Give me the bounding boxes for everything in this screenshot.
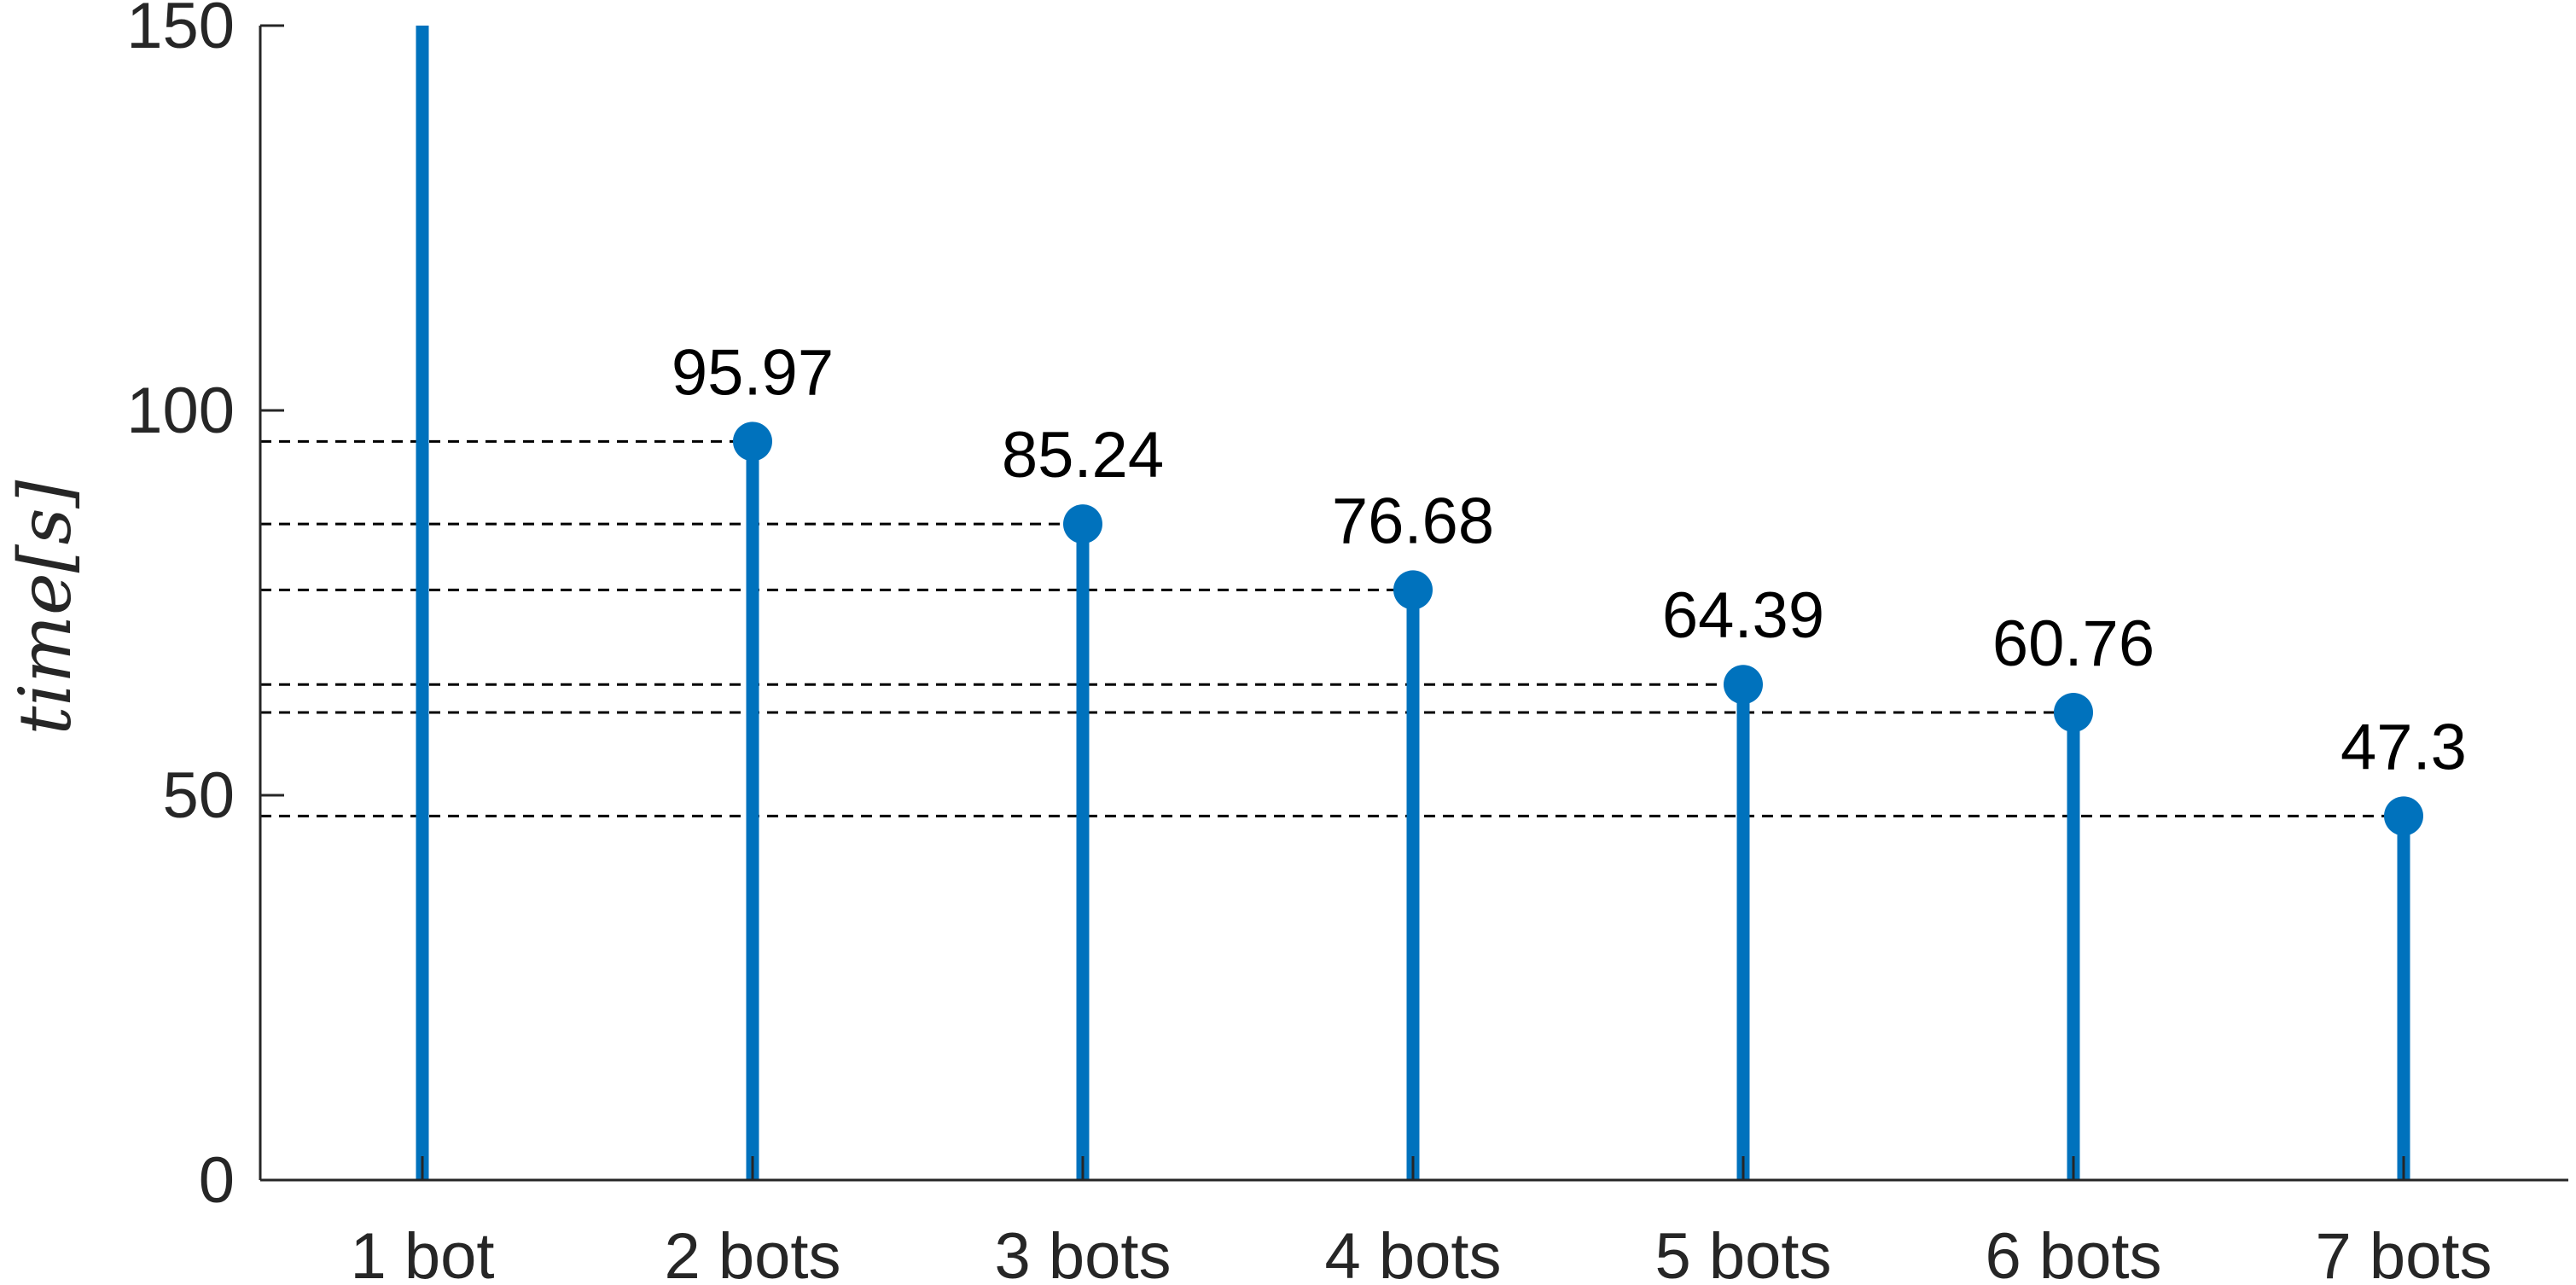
y-tick-label: 0 xyxy=(199,1144,235,1217)
stem-marker xyxy=(733,422,772,462)
x-tick-label: 3 bots xyxy=(994,1220,1171,1285)
data-label: 47.3 xyxy=(2340,711,2467,783)
stem-marker xyxy=(2054,692,2093,732)
y-tick-label: 150 xyxy=(126,0,235,62)
y-ticks: 0 50 100 150 xyxy=(126,0,284,1217)
stem-marker xyxy=(1063,504,1102,544)
x-tick-label: 5 bots xyxy=(1654,1220,1831,1285)
x-tick-label: 6 bots xyxy=(1985,1220,2161,1285)
data-label: 60.76 xyxy=(1992,608,2154,680)
stem-marker xyxy=(1393,570,1433,610)
value-labels: 95.97 85.24 76.68 64.39 60.76 47.3 xyxy=(672,336,2467,783)
stems xyxy=(416,26,2423,1180)
data-label: 76.68 xyxy=(1332,485,1494,557)
y-tick-label: 50 xyxy=(162,759,235,832)
y-axis-title: time[s] xyxy=(3,480,87,735)
x-tick-label: 7 bots xyxy=(2315,1220,2492,1285)
data-label: 64.39 xyxy=(1662,579,1824,652)
y-tick-label: 100 xyxy=(126,375,235,447)
reference-lines xyxy=(260,439,2404,817)
x-ticks: 1 bot 2 bots 3 bots 4 bots 5 bots 6 bots 7 bot… xyxy=(350,1156,2492,1285)
stem-marker xyxy=(2384,796,2423,836)
data-label: 85.24 xyxy=(1002,419,1164,491)
stem-marker xyxy=(1724,665,1763,705)
data-label: 95.97 xyxy=(672,336,834,409)
x-tick-label: 2 bots xyxy=(664,1220,840,1285)
x-tick-label: 1 bot xyxy=(350,1220,494,1285)
x-tick-label: 4 bots xyxy=(1324,1220,1501,1285)
